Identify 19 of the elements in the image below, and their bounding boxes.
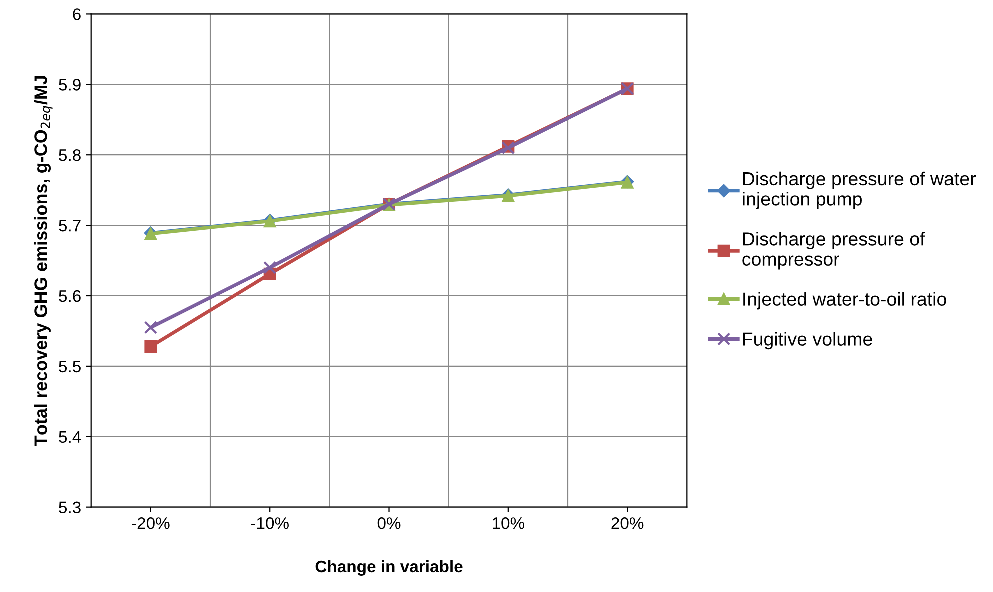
y-tick-label: 5.9 — [59, 79, 81, 91]
x-tick-label: -10% — [251, 518, 289, 530]
y-tick-label: 5.8 — [59, 150, 81, 162]
y-tick-label: 5.7 — [59, 220, 81, 232]
y-tick-label: 6 — [73, 8, 81, 20]
x-tick-label: 10% — [493, 518, 525, 530]
x-tick-label: -20% — [132, 518, 170, 530]
y-tick-label: 5.5 — [59, 361, 81, 373]
legend-label: Fugitive volume — [743, 332, 872, 350]
y-tick-label: 5.6 — [59, 290, 81, 302]
legend-label: Discharge pressure of water injection pump — [743, 172, 976, 210]
y-axis-title: Total recovery GHG emissions, g-CO$_{2eq}$/MJ — [34, 76, 53, 446]
x-tick-label: 20% — [612, 518, 644, 530]
legend-label: Discharge pressure of compressor — [742, 232, 926, 270]
legend-label: Injected water-to-oil ratio — [744, 292, 946, 310]
x-axis-title: Change in variable — [316, 560, 463, 576]
y-tick-label: 5.3 — [59, 502, 81, 514]
y-tick-label: 5.4 — [59, 431, 82, 444]
x-tick-label: 0% — [378, 518, 401, 530]
